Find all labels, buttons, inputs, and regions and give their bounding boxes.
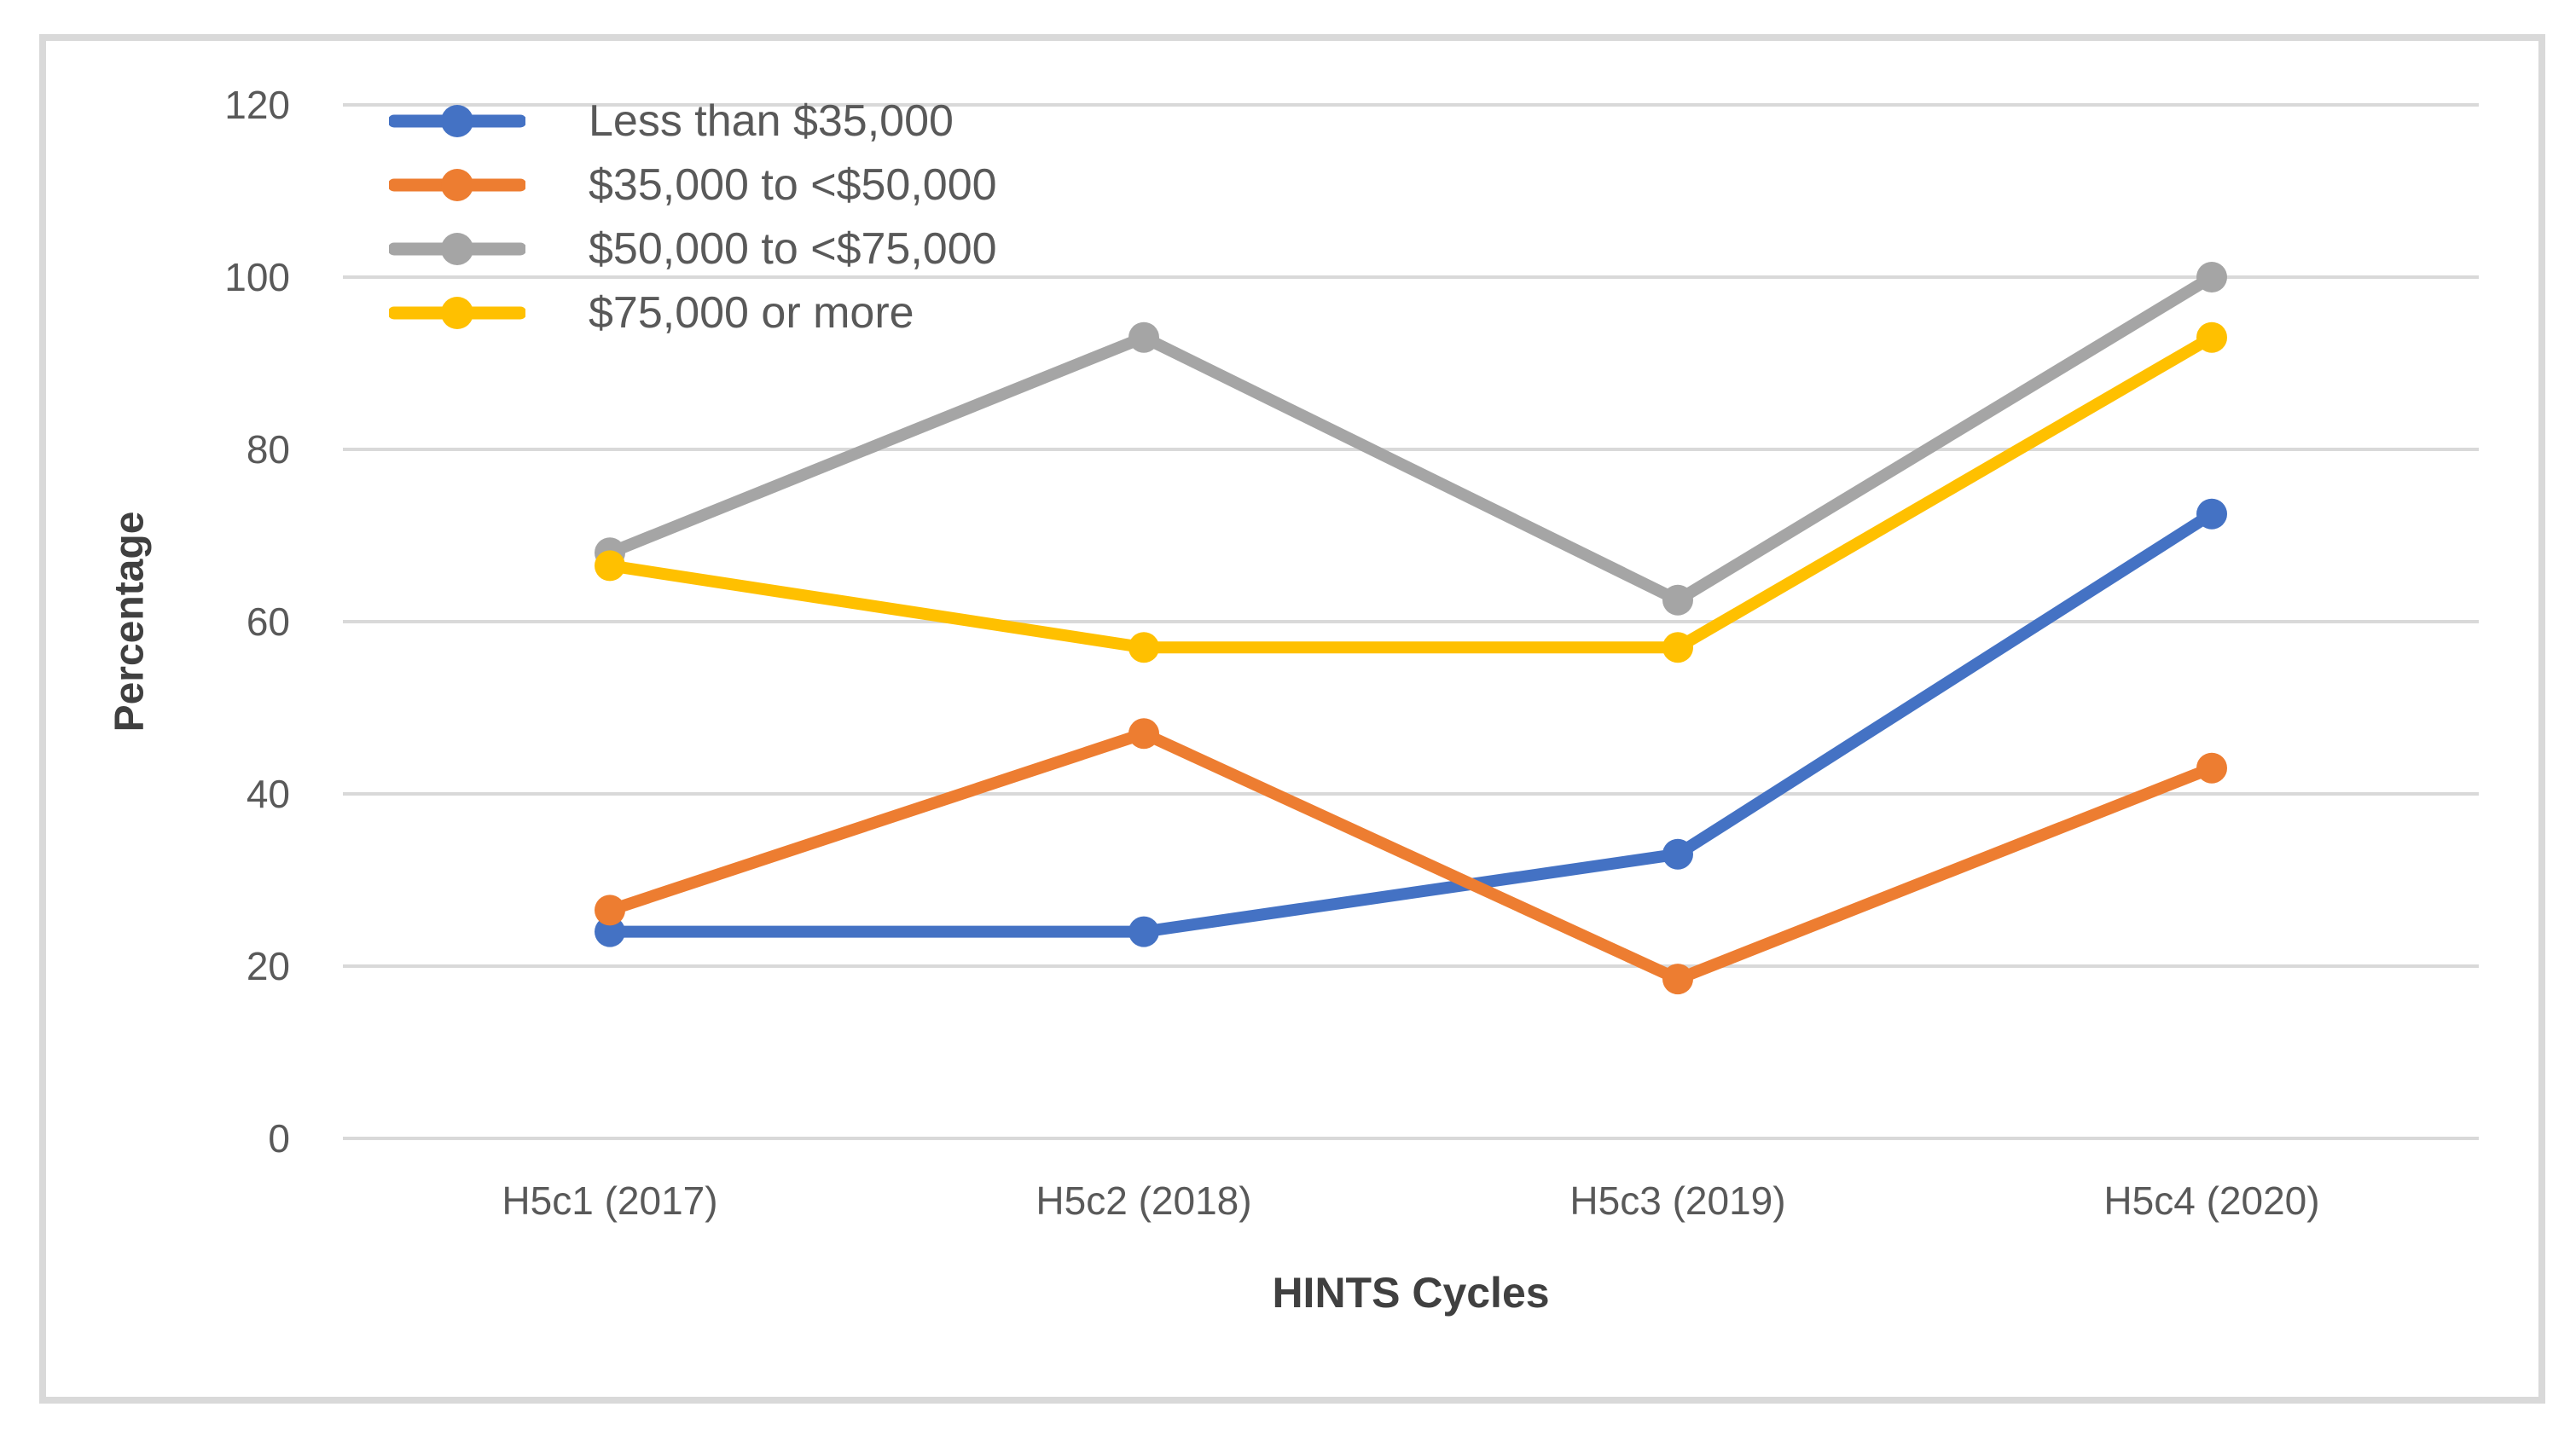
legend-label: $50,000 to <$75,000	[589, 223, 997, 274]
data-point-marker	[1662, 964, 1693, 995]
data-point-marker	[2196, 262, 2227, 292]
y-tick-label: 80	[246, 427, 290, 472]
line-marker-icon	[389, 296, 525, 329]
legend-item: $50,000 to <$75,000	[389, 217, 997, 281]
x-tick-label: H5c1 (2017)	[502, 1178, 718, 1223]
x-tick-label: H5c2 (2018)	[1036, 1178, 1252, 1223]
data-point-marker	[595, 916, 625, 947]
data-point-marker	[2196, 752, 2227, 784]
data-point-marker	[1128, 632, 1159, 663]
legend-label: Less than $35,000	[589, 96, 954, 146]
series-line	[604, 271, 2218, 606]
gridlines	[343, 103, 2479, 1140]
y-tick-label: 40	[246, 772, 290, 816]
series-group	[595, 262, 2227, 995]
legend-item: Less than $35,000	[389, 89, 997, 153]
data-point-marker	[1128, 916, 1159, 947]
series-line	[604, 331, 2218, 654]
legend-item: $75,000 or more	[389, 281, 997, 345]
series-line	[604, 507, 2218, 938]
x-axis-title: HINTS Cycles	[1272, 1269, 1550, 1317]
y-tick-label: 20	[246, 944, 290, 988]
x-tick-label: H5c3 (2019)	[1569, 1178, 1786, 1223]
legend: Less than $35,000 $35,000 to <$50,000 $5…	[389, 89, 997, 345]
legend-label: $75,000 or more	[589, 287, 914, 338]
line-marker-icon	[389, 104, 525, 137]
data-point-marker	[1662, 584, 1693, 616]
data-point-marker	[595, 895, 625, 926]
data-point-marker	[2196, 498, 2227, 530]
line-marker-icon	[389, 232, 525, 265]
data-point-marker	[1662, 838, 1693, 870]
data-point-marker	[595, 550, 625, 582]
data-point-marker	[1128, 718, 1159, 750]
data-point-marker	[2196, 321, 2227, 353]
data-point-marker	[1662, 632, 1693, 663]
legend-item: $35,000 to <$50,000	[389, 153, 997, 217]
y-tick-label: 60	[246, 599, 290, 644]
x-tick-label: H5c4 (2020)	[2103, 1178, 2320, 1223]
line-marker-icon	[389, 168, 525, 201]
series-line	[604, 727, 2218, 986]
legend-label: $35,000 to <$50,000	[589, 159, 997, 210]
data-point-marker	[1128, 321, 1159, 353]
y-tick-label: 100	[224, 255, 290, 299]
y-axis-title: Percentage	[107, 511, 153, 732]
y-tick-label: 120	[224, 83, 290, 127]
y-tick-label: 0	[268, 1116, 290, 1161]
